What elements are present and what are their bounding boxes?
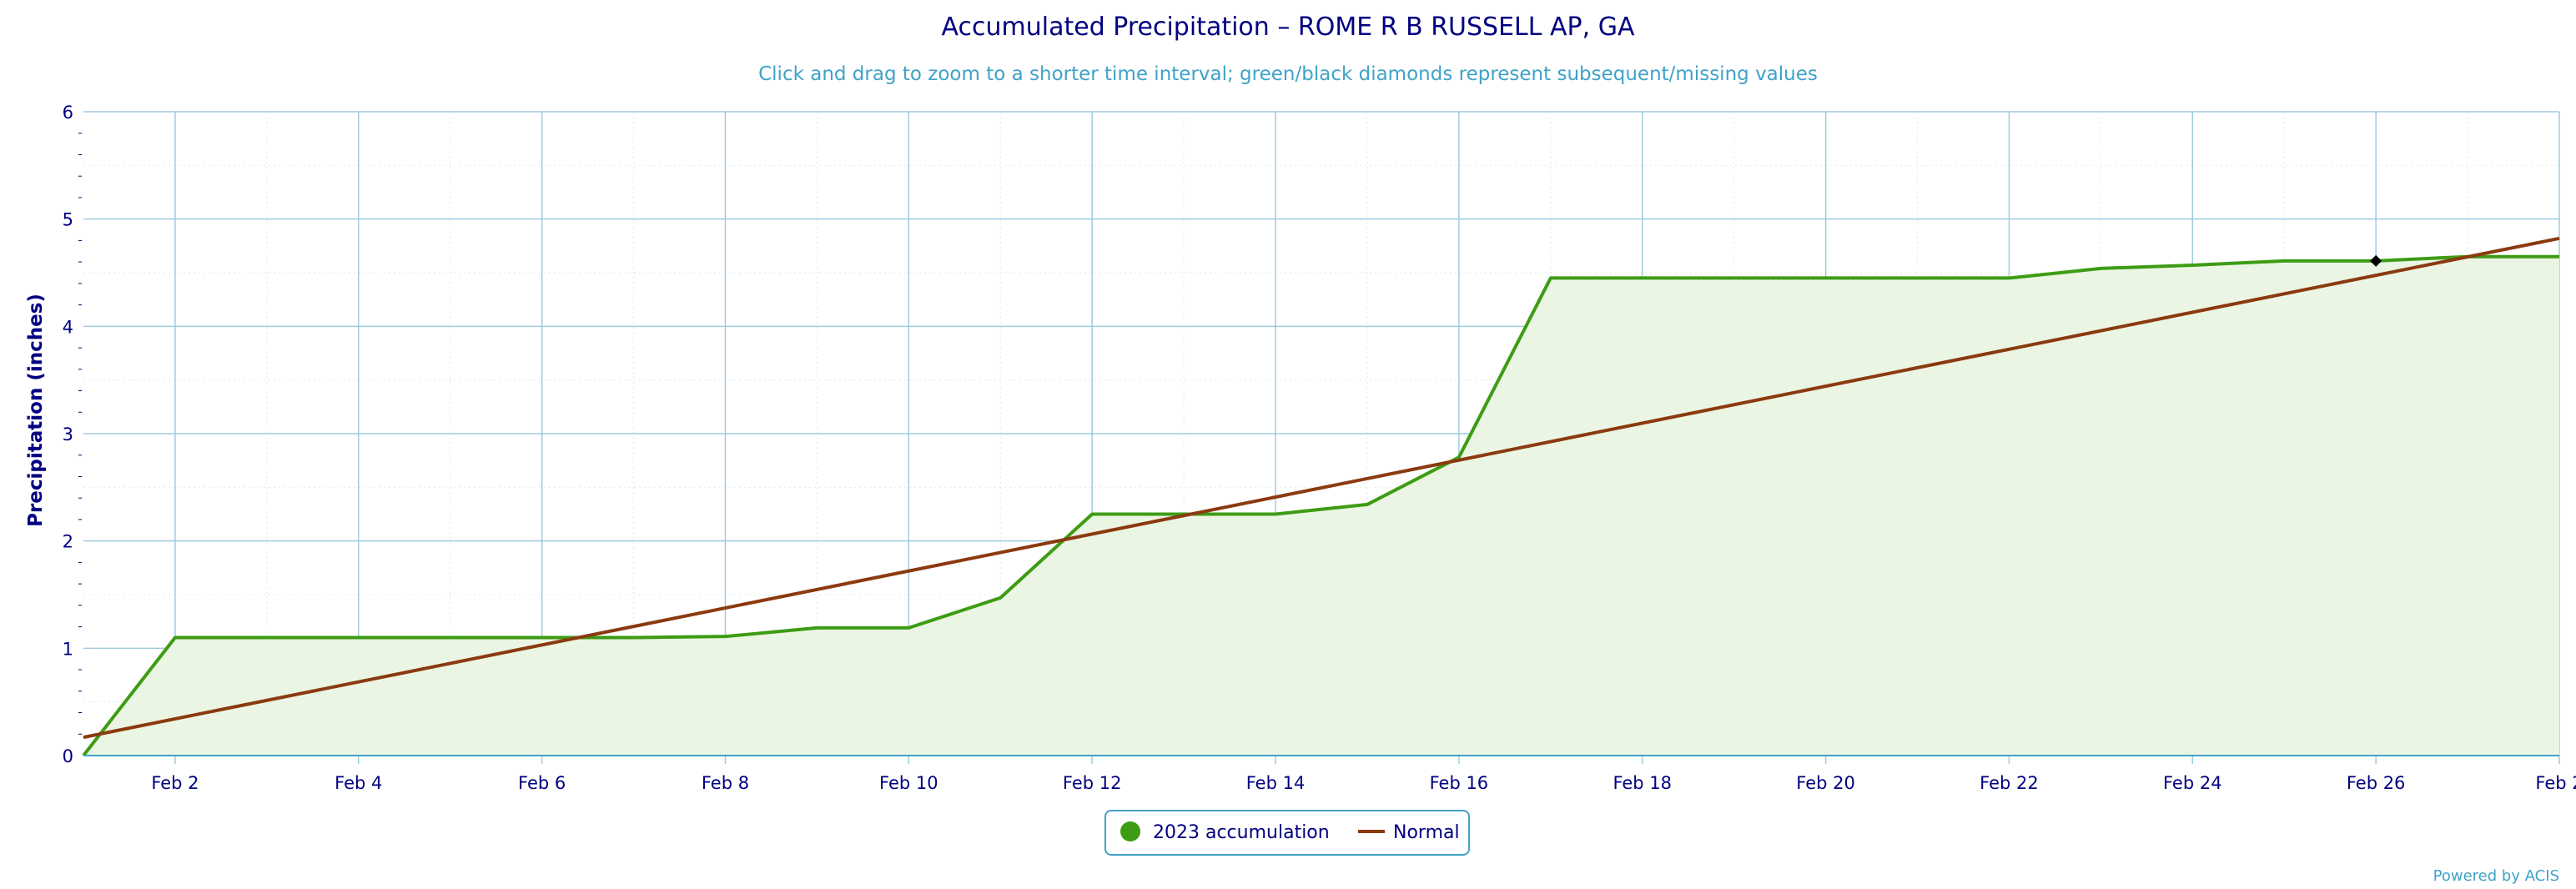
x-tick-label: Feb 22: [1980, 773, 2039, 793]
acis-credit-link[interactable]: Powered by ACIS: [2433, 867, 2559, 885]
y-tick-label: 3: [63, 424, 73, 444]
accumulation-area-fill: [83, 256, 2559, 756]
x-tick-label: Feb 6: [518, 773, 566, 793]
x-tick-label: Feb 14: [1246, 773, 1306, 793]
x-tick-label: Feb 12: [1063, 773, 1122, 793]
normal-line: [83, 236, 2560, 740]
series-lines: [82, 236, 2560, 757]
y-tick-label: 5: [63, 210, 73, 230]
x-tick-label: Feb 26: [2347, 773, 2406, 793]
legend: 2023 accumulation Normal: [1104, 810, 1470, 856]
legend-item-normal[interactable]: Normal: [1358, 822, 1460, 843]
x-tick-label: Feb 8: [702, 773, 749, 793]
y-tick-label: 6: [63, 103, 73, 123]
y-tick-label: 0: [63, 746, 73, 766]
axes: 0 1 2 3 4 5 6 Feb 2 Feb 4 Feb 6 Feb 8 Feb 10 Feb 12 F…: [63, 103, 2576, 793]
accumulation-area: [83, 256, 2559, 756]
x-tick-label: Feb 16: [1430, 773, 1489, 793]
chart-title: Accumulated Precipitation – ROME R B RUS…: [942, 13, 1635, 42]
accumulation-line: [82, 254, 2559, 757]
y-tick-label: 2: [63, 532, 73, 552]
y-tick-label: 4: [63, 317, 73, 337]
legend-accumulation-label: 2023 accumulation: [1153, 822, 1330, 843]
legend-normal-label: Normal: [1393, 822, 1460, 843]
x-tick-label: Feb 24: [2163, 773, 2222, 793]
legend-box: [1104, 810, 1470, 856]
x-tick-label: Feb 4: [335, 773, 382, 793]
y-axis-label: Precipitation (inches): [25, 294, 47, 527]
legend-item-accumulation[interactable]: 2023 accumulation: [1120, 821, 1330, 843]
x-tick-label: Feb 2: [2535, 773, 2576, 793]
legend-accumulation-symbol: [1120, 821, 1140, 841]
chart-subtitle: Click and drag to zoom to a shorter time…: [758, 63, 1818, 85]
y-tick-label: 1: [63, 639, 73, 659]
x-tick-label: Feb 20: [1796, 773, 1855, 793]
x-tick-label: Feb 18: [1613, 773, 1672, 793]
x-tick-label: Feb 2: [151, 773, 199, 793]
missing-value-diamond: [2370, 254, 2382, 267]
missing-value-markers: [2370, 254, 2382, 267]
x-tick-label: Feb 10: [879, 773, 938, 793]
